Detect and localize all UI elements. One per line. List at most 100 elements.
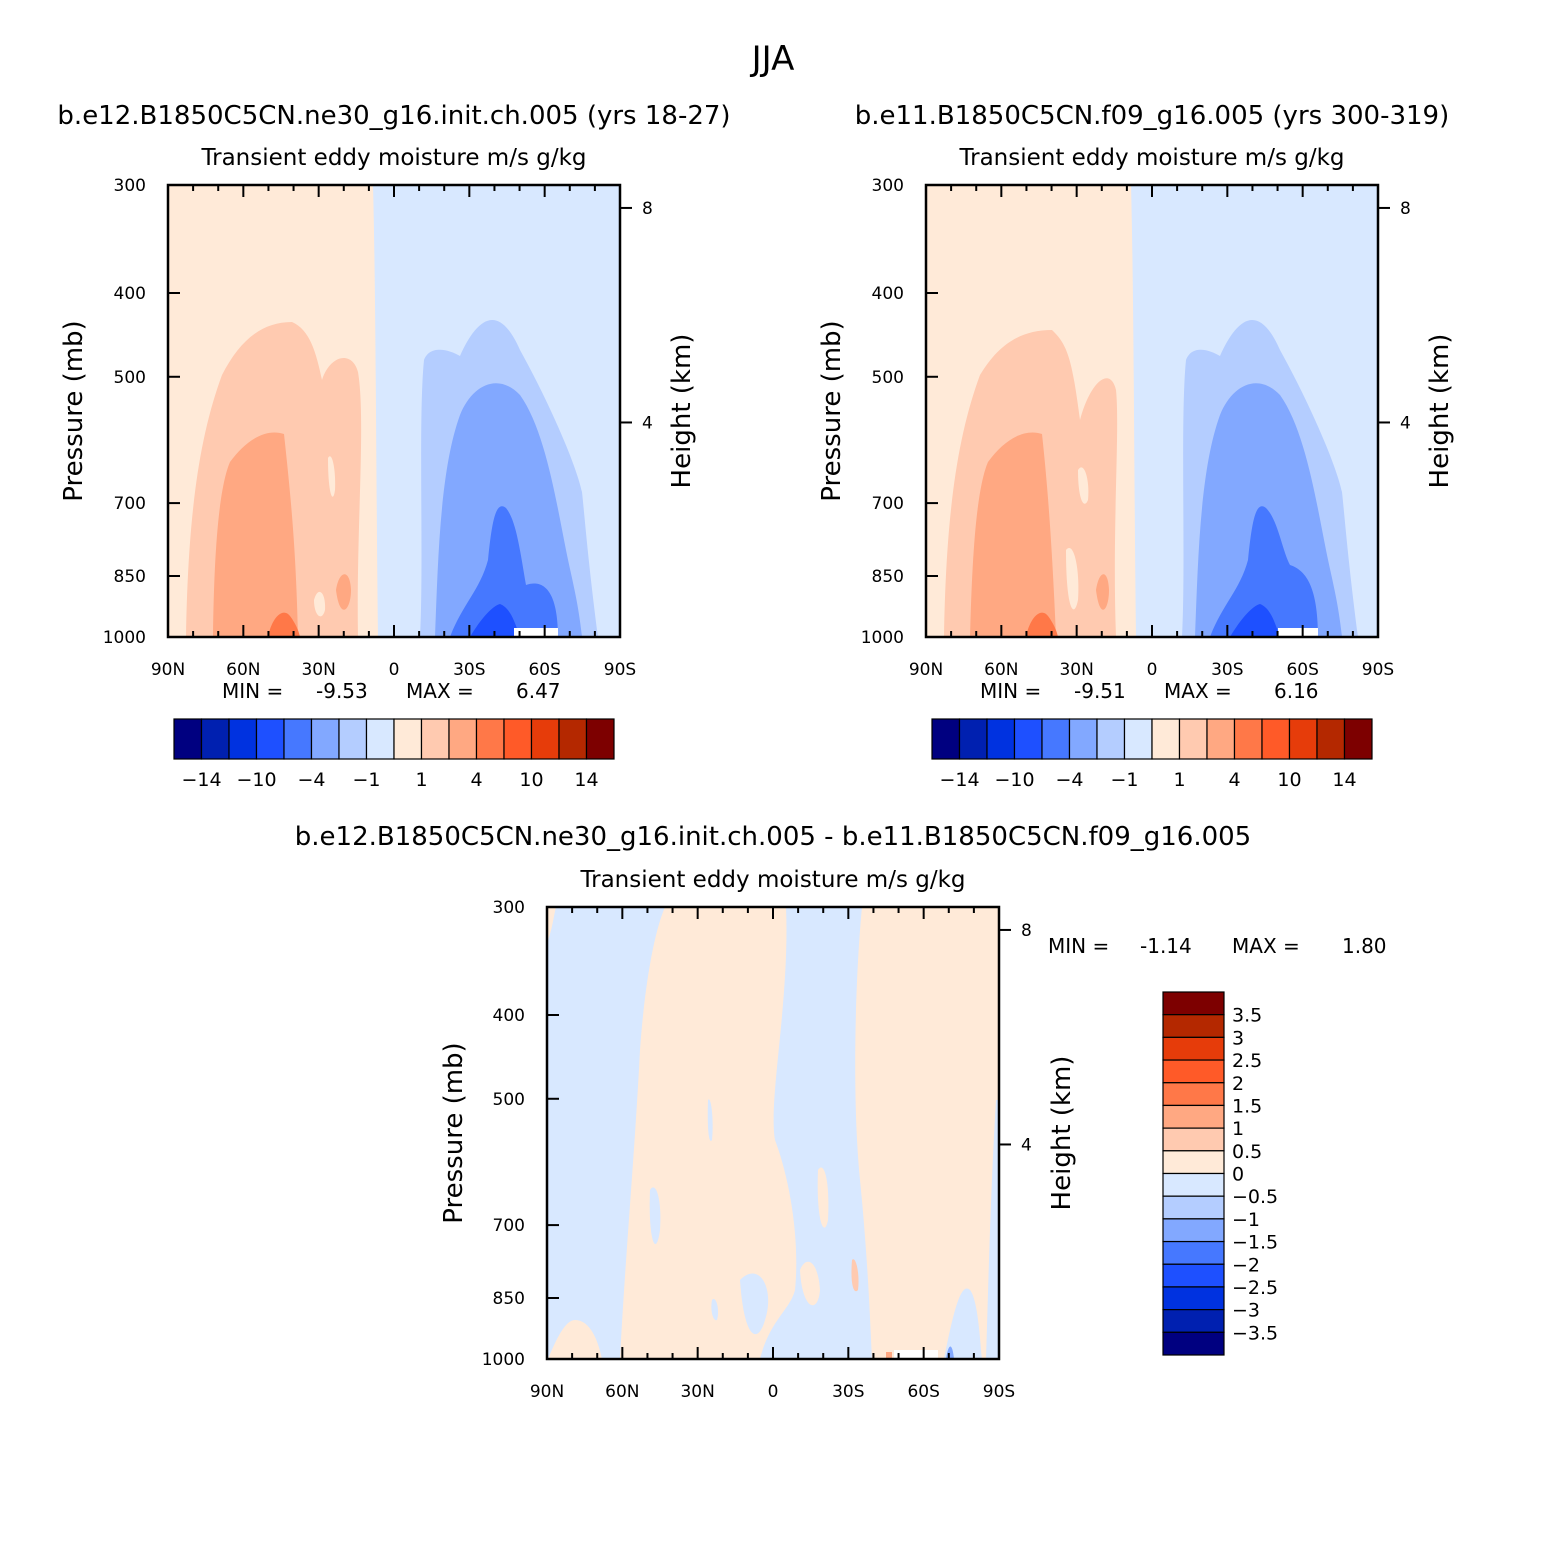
negative-band-equator — [760, 907, 872, 1359]
y-ticks: 300 400 500 700 850 1000 — [482, 898, 559, 1370]
colorbar-swatch — [448, 718, 478, 760]
colorbar-swatch — [255, 718, 285, 760]
colorbar-label: 2.5 — [1232, 1050, 1262, 1072]
colorbar-swatch — [1162, 1218, 1225, 1243]
colorbar-swatch — [931, 718, 961, 760]
y-right-tick-label: 4 — [642, 413, 653, 433]
colorbar-label: −14 — [181, 769, 221, 791]
y-tick-label: 700 — [493, 1216, 525, 1236]
colorbar-swatch — [1162, 1240, 1225, 1265]
x-tick-label: 30S — [1211, 660, 1243, 680]
panel-title: b.e11.B1850C5CN.f09_g16.005 (yrs 300-319… — [855, 101, 1449, 131]
colorbar-label: −3 — [1232, 1300, 1260, 1322]
x-ticks: 90N 60N 30N 0 30S 60S 90S — [909, 185, 1394, 680]
negative-polar-south — [944, 1288, 982, 1359]
colorbar-swatch — [1178, 718, 1208, 760]
y-right-tick-label: 8 — [1400, 199, 1411, 219]
colorbar-swatch — [228, 718, 258, 760]
y-tick-label: 500 — [493, 1090, 525, 1110]
colorbar-swatch — [1288, 718, 1318, 760]
positive-blob-2 — [817, 1167, 829, 1228]
x-tick-label: 60N — [984, 660, 1018, 680]
colorbar-swatch — [338, 718, 368, 760]
y-tick-label: 1000 — [482, 1350, 525, 1370]
y-tick-label: 700 — [872, 494, 904, 514]
colorbar-swatch — [1162, 1082, 1225, 1107]
min-value: -1.14 — [1140, 934, 1192, 958]
y-right-tick-label: 4 — [1021, 1135, 1032, 1155]
y-tick-label: 700 — [114, 494, 146, 514]
colorbar-swatch — [393, 718, 423, 760]
x-tick-label: 0 — [768, 1382, 779, 1402]
x-tick-label: 90N — [909, 660, 943, 680]
colorbar-swatch — [1162, 1286, 1225, 1311]
x-tick-label: 60N — [226, 660, 260, 680]
max-value: 6.47 — [516, 679, 561, 703]
colorbar-label: 4 — [1228, 769, 1240, 791]
contour-2-to-4 — [213, 432, 298, 637]
max-label: MAX = — [1232, 934, 1300, 958]
y-right-tick-label: 8 — [642, 199, 653, 219]
y-right-axis-label: Height (km) — [667, 334, 697, 489]
colorbar-label: 1 — [1232, 1118, 1244, 1140]
panel-title: b.e12.B1850C5CN.ne30_g16.init.ch.005 (yr… — [57, 101, 730, 131]
y-tick-label: 850 — [114, 567, 146, 587]
contour-neg-2-to-4 — [1195, 383, 1342, 637]
colorbar-label: −1 — [1232, 1209, 1260, 1231]
y-right-tick-label: 4 — [1400, 413, 1411, 433]
colorbar-swatch — [200, 718, 230, 760]
y-tick-label: 500 — [114, 368, 146, 388]
contour-4-to-7 — [268, 612, 300, 637]
colorbar-label: −0.5 — [1232, 1186, 1278, 1208]
x-tick-label: 60S — [1286, 660, 1318, 680]
colorbar-label: −4 — [1055, 769, 1083, 791]
colorbar-swatch — [365, 718, 395, 760]
colorbar-label: 2 — [1232, 1073, 1244, 1095]
colorbar-label: 0 — [1232, 1164, 1244, 1186]
min-value: -9.53 — [316, 679, 368, 703]
positive-blob-3 — [800, 1261, 820, 1306]
missing-data-patch — [1278, 628, 1318, 637]
y-axis-label: Pressure (mb) — [817, 320, 847, 501]
negative-blob-3 — [711, 1299, 719, 1321]
colorbar-swatch — [1162, 1036, 1225, 1061]
x-ticks: 90N 60N 30N 0 30S 60S 90S — [151, 185, 636, 680]
max-value: 1.80 — [1342, 934, 1387, 958]
colorbar-label: −2 — [1232, 1254, 1260, 1276]
colorbar-label: −1.5 — [1232, 1232, 1278, 1254]
positive-hole-1 — [1066, 548, 1079, 610]
y-tick-label: 400 — [493, 1006, 525, 1026]
x-tick-label: 30S — [453, 660, 485, 680]
panel-model-a: b.e12.B1850C5CN.ne30_g16.init.ch.005 (yr… — [57, 101, 730, 791]
colorbar-label: 1.5 — [1232, 1095, 1262, 1117]
contour-neg-2-to-4 — [435, 383, 582, 637]
panel-model-b: b.e11.B1850C5CN.f09_g16.005 (yrs 300-319… — [817, 101, 1455, 791]
colorbar-swatch — [1162, 1331, 1225, 1356]
y-tick-label: 400 — [114, 284, 146, 304]
x-tick-label: 90S — [604, 660, 636, 680]
max-label: MAX = — [406, 679, 474, 703]
colorbar-swatch — [558, 718, 588, 760]
colorbar-label: 4 — [470, 769, 482, 791]
colorbar-swatch — [1162, 1059, 1225, 1084]
y-tick-label: 500 — [872, 368, 904, 388]
colorbar-label: −1 — [352, 769, 380, 791]
colorbar-label: −10 — [236, 769, 276, 791]
colorbar-swatch — [1162, 1309, 1225, 1333]
contour-plot — [924, 183, 1380, 639]
colorbar-label: −4 — [297, 769, 325, 791]
panel-title: b.e12.B1850C5CN.ne30_g16.init.ch.005 - b… — [295, 822, 1251, 852]
colorbar: −14 −10 −4 −1 1 4 10 14 — [173, 718, 615, 791]
colorbar-label: 3 — [1232, 1027, 1244, 1049]
missing-data-patch — [514, 628, 558, 637]
positive-blob-4 — [851, 1259, 859, 1292]
colorbar-swatch — [585, 718, 615, 760]
colorbar-swatch — [1343, 718, 1373, 760]
contour-neg-7-to-10 — [470, 604, 520, 637]
colorbar-swatch — [1013, 718, 1043, 760]
colorbar-swatch — [1162, 1172, 1225, 1197]
colorbar-swatch — [503, 718, 533, 760]
y-tick-label: 1000 — [861, 628, 904, 648]
y-axis-label: Pressure (mb) — [439, 1042, 469, 1223]
y-ticks: 300 400 500 700 850 1000 — [103, 176, 180, 648]
